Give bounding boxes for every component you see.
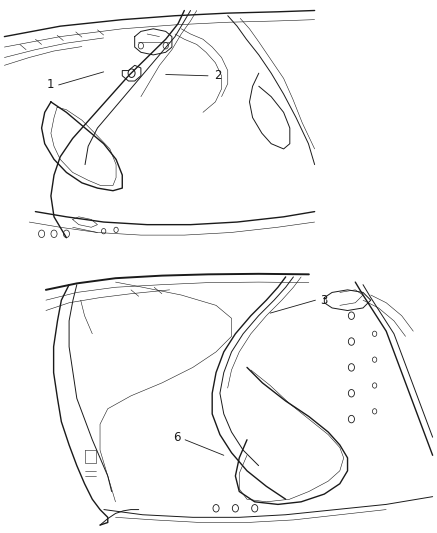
Text: 3: 3 [320,294,327,306]
Text: 6: 6 [173,431,181,443]
Text: 1: 1 [47,78,54,92]
Text: 2: 2 [215,69,222,82]
